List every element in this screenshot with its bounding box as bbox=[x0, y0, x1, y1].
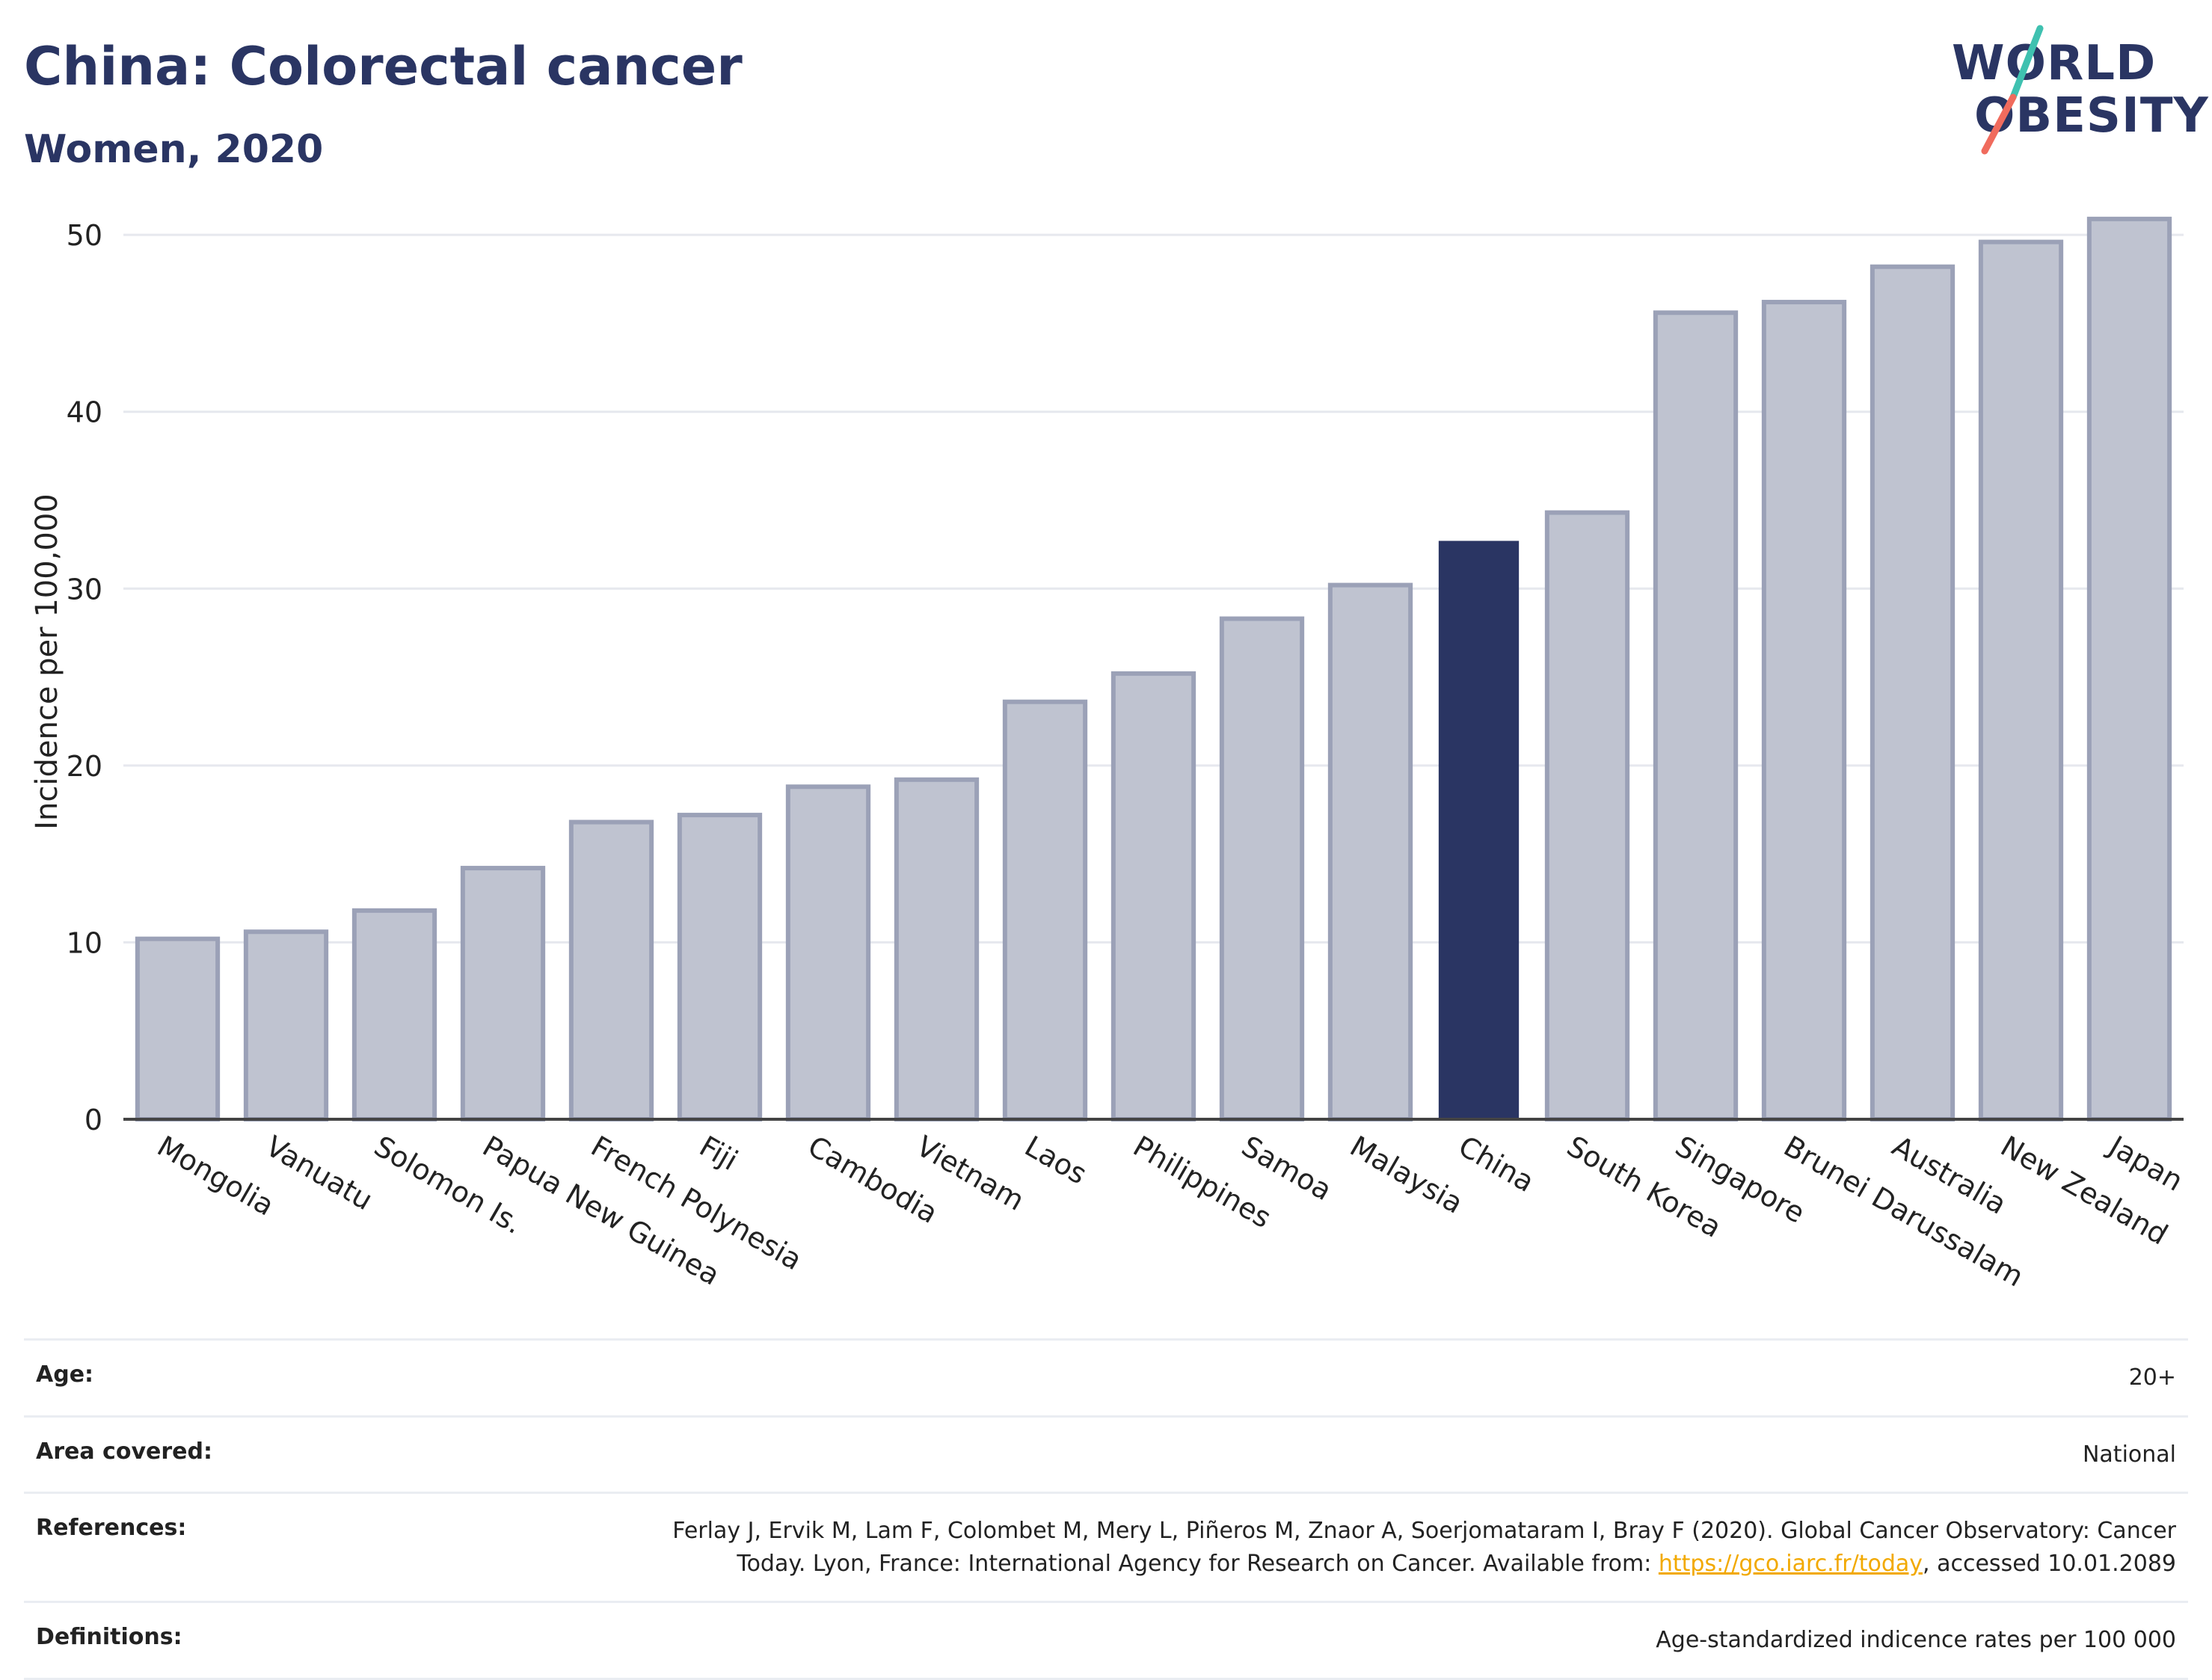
bar-brunei-darussalam bbox=[1761, 300, 1847, 1121]
bar-fiji bbox=[677, 813, 763, 1122]
meta-row-definitions: Definitions: Age-standardized indicence … bbox=[24, 1601, 2188, 1680]
bar-laos bbox=[1002, 699, 1088, 1121]
bar-south-korea bbox=[1544, 510, 1630, 1121]
y-tick-label: 40 bbox=[67, 396, 102, 429]
bar-new-zealand bbox=[1978, 239, 2064, 1121]
meta-row-references: References: Ferlay J, Ervik M, Lam F, Co… bbox=[24, 1492, 2188, 1601]
definitions-label: Definitions: bbox=[36, 1624, 182, 1650]
y-axis-label: Incidence per 100,000 bbox=[30, 493, 64, 830]
references-link[interactable]: https://gco.iarc.fr/today bbox=[1658, 1550, 1923, 1577]
page-title: China: Colorectal cancer bbox=[24, 36, 743, 97]
x-tick-label: Japan bbox=[2102, 1129, 2189, 1198]
bar-vanuatu bbox=[243, 929, 329, 1121]
x-tick-label: Fiji bbox=[694, 1130, 743, 1177]
x-tick-label: China bbox=[1453, 1130, 1540, 1199]
bar-japan bbox=[2086, 216, 2172, 1121]
bar-philippines bbox=[1110, 671, 1196, 1121]
meta-row-area: Area covered: National bbox=[24, 1415, 2188, 1492]
bar-french-polynesia bbox=[568, 819, 654, 1122]
age-value: 20+ bbox=[2128, 1364, 2176, 1391]
meta-row-age: Age: 20+ bbox=[24, 1338, 2188, 1415]
bar-singapore bbox=[1653, 310, 1739, 1122]
y-tick-label: 0 bbox=[85, 1104, 102, 1136]
definitions-value: Age-standardized indicence rates per 100… bbox=[1656, 1627, 2176, 1653]
x-tick-label: Vanuatu bbox=[260, 1130, 378, 1216]
bars bbox=[135, 216, 2172, 1122]
bar-malaysia bbox=[1327, 582, 1413, 1121]
logo-word-world: WORLD bbox=[1952, 36, 2157, 91]
y-tick-label: 10 bbox=[67, 926, 102, 959]
bar-vietnam bbox=[894, 777, 980, 1121]
page-subtitle: Women, 2020 bbox=[24, 127, 324, 172]
x-tick-label: Mongolia bbox=[152, 1130, 280, 1222]
world-obesity-logo: WORLD OBESITY bbox=[1952, 22, 2208, 172]
bar-cambodia bbox=[785, 784, 871, 1121]
bar-china bbox=[1438, 541, 1520, 1119]
logo-slash-icon bbox=[1981, 25, 2044, 155]
age-label: Age: bbox=[36, 1361, 94, 1388]
y-tick-label: 20 bbox=[67, 750, 102, 783]
bar-papua-new-guinea bbox=[460, 866, 546, 1122]
bar-mongolia bbox=[135, 936, 221, 1121]
x-tick-label: Malaysia bbox=[1345, 1130, 1469, 1220]
area-value: National bbox=[2082, 1441, 2176, 1468]
area-label: Area covered: bbox=[36, 1438, 212, 1465]
references-line2-post: , accessed 10.01.2089 bbox=[1923, 1550, 2176, 1577]
y-tick-label: 50 bbox=[67, 219, 102, 252]
bar-samoa bbox=[1219, 616, 1305, 1121]
references-value: Ferlay J, Ervik M, Lam F, Colombet M, Me… bbox=[672, 1515, 2176, 1580]
metadata-table: Age: 20+ Area covered: National Referenc… bbox=[24, 1338, 2188, 1680]
references-label: References: bbox=[36, 1515, 187, 1541]
bar-australia bbox=[1870, 264, 1956, 1121]
y-tick-label: 30 bbox=[67, 573, 102, 606]
bar-solomon-is- bbox=[351, 908, 437, 1121]
references-line2-pre: Today. Lyon, France: International Agenc… bbox=[737, 1550, 1659, 1577]
references-line1: Ferlay J, Ervik M, Lam F, Colombet M, Me… bbox=[672, 1518, 2176, 1544]
x-tick-label: Laos bbox=[1019, 1130, 1093, 1191]
